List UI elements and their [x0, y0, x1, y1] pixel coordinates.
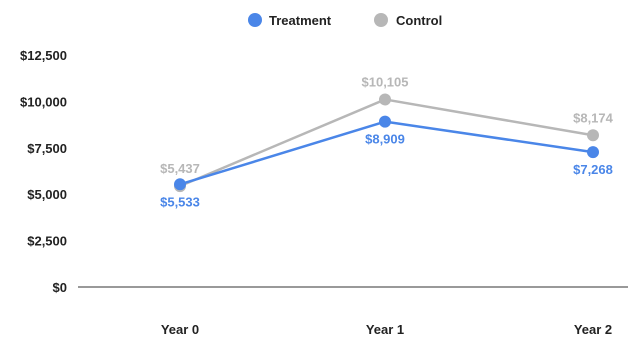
legend: Treatment Control: [248, 13, 442, 28]
data-point-treatment[interactable]: [174, 178, 186, 191]
y-tick-label: $5,000: [27, 187, 67, 202]
data-label-treatment: $5,533: [160, 194, 200, 209]
y-tick-label: $0: [53, 280, 67, 295]
data-label-control: $5,437: [160, 161, 200, 176]
y-tick-label: $7,500: [27, 141, 67, 156]
series-layer: $5,533 $8,909 $7,268 $5,437 $10,105 $8,174: [160, 74, 614, 209]
x-tick-label: Year 1: [366, 322, 404, 337]
legend-swatch-treatment: [248, 13, 262, 27]
legend-item-treatment[interactable]: Treatment: [248, 13, 332, 28]
data-label-control: $10,105: [362, 74, 409, 89]
y-axis: $0 $2,500 $5,000 $7,500 $10,000 $12,500: [20, 48, 67, 295]
legend-label-treatment: Treatment: [269, 13, 332, 28]
data-point-treatment[interactable]: [587, 146, 599, 159]
data-point-treatment[interactable]: [379, 115, 391, 128]
x-tick-label: Year 0: [161, 322, 199, 337]
legend-item-control[interactable]: Control: [374, 13, 442, 28]
data-label-treatment: $8,909: [365, 132, 405, 147]
data-label-control: $8,174: [573, 110, 614, 125]
y-tick-label: $12,500: [20, 48, 67, 63]
y-tick-label: $10,000: [20, 94, 67, 109]
y-tick-label: $2,500: [27, 234, 67, 249]
x-tick-label: Year 2: [574, 322, 612, 337]
legend-swatch-control: [374, 13, 388, 27]
data-point-control[interactable]: [587, 129, 599, 142]
data-point-control[interactable]: [379, 93, 391, 106]
series-treatment: [174, 115, 599, 191]
legend-label-control: Control: [396, 13, 442, 28]
x-axis: Year 0 Year 1 Year 2: [78, 286, 628, 337]
data-label-treatment: $7,268: [573, 162, 613, 177]
